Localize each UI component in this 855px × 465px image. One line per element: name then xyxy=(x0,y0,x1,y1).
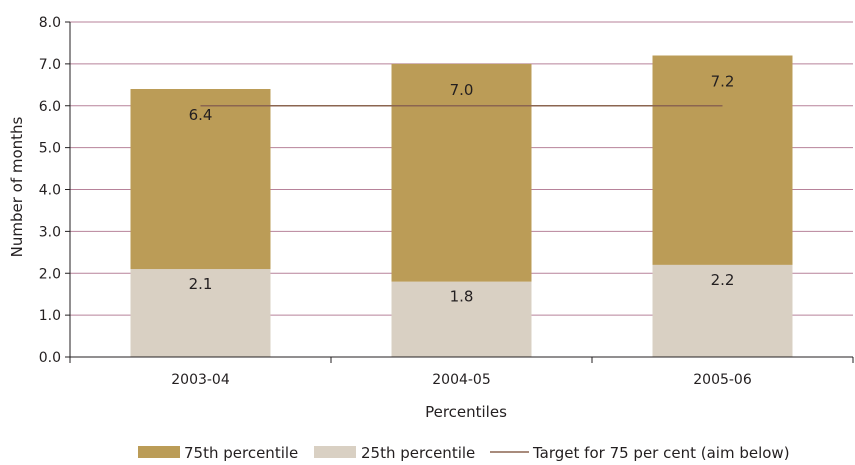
data-label-25th: 2.2 xyxy=(711,271,735,289)
y-axis-title: Number of months xyxy=(8,116,26,257)
y-tick-label: 2.0 xyxy=(39,266,61,282)
bar-25th-percentile xyxy=(130,269,271,357)
bar-75th-percentile xyxy=(130,89,271,270)
data-label-25th: 2.1 xyxy=(189,275,213,293)
y-tick-label: 6.0 xyxy=(39,99,61,115)
y-tick-label: 0.0 xyxy=(39,350,61,366)
legend-label-target: Target for 75 per cent (aim below) xyxy=(532,444,790,462)
bar-25th-percentile xyxy=(391,281,532,357)
y-tick-label: 4.0 xyxy=(39,183,61,199)
bars xyxy=(130,55,793,357)
bar-75th-percentile xyxy=(391,63,532,282)
legend: 75th percentile 25th percentile Target f… xyxy=(138,444,790,462)
legend-label-75th: 75th percentile xyxy=(184,444,298,462)
data-label-75th: 7.0 xyxy=(450,81,474,99)
bar-75th-percentile xyxy=(652,55,793,265)
legend-swatch-75th xyxy=(138,446,180,458)
data-label-25th: 1.8 xyxy=(450,288,474,306)
axes: 0.0 1.0 2.0 3.0 4.0 5.0 6.0 7.0 8.0 2003-04 2004-0… xyxy=(39,15,854,388)
y-tick-label: 1.0 xyxy=(39,308,61,324)
y-tick-label: 5.0 xyxy=(39,141,61,157)
x-tick-label: 2003-04 xyxy=(171,372,230,388)
x-tick-label: 2005-06 xyxy=(693,372,752,388)
y-tick-label: 3.0 xyxy=(39,224,61,240)
data-labels: 2.1 6.4 1.8 7.0 2.2 7.2 xyxy=(189,73,735,306)
y-tick-label: 8.0 xyxy=(39,15,61,31)
data-label-75th: 6.4 xyxy=(189,106,213,124)
x-tick-label: 2004-05 xyxy=(432,372,491,388)
legend-label-25th: 25th percentile xyxy=(361,444,475,462)
data-label-75th: 7.2 xyxy=(711,73,735,91)
legend-swatch-25th xyxy=(314,446,356,458)
bar-25th-percentile xyxy=(652,264,793,357)
y-tick-label: 7.0 xyxy=(39,57,61,73)
x-axis-title: Percentiles xyxy=(425,403,507,421)
